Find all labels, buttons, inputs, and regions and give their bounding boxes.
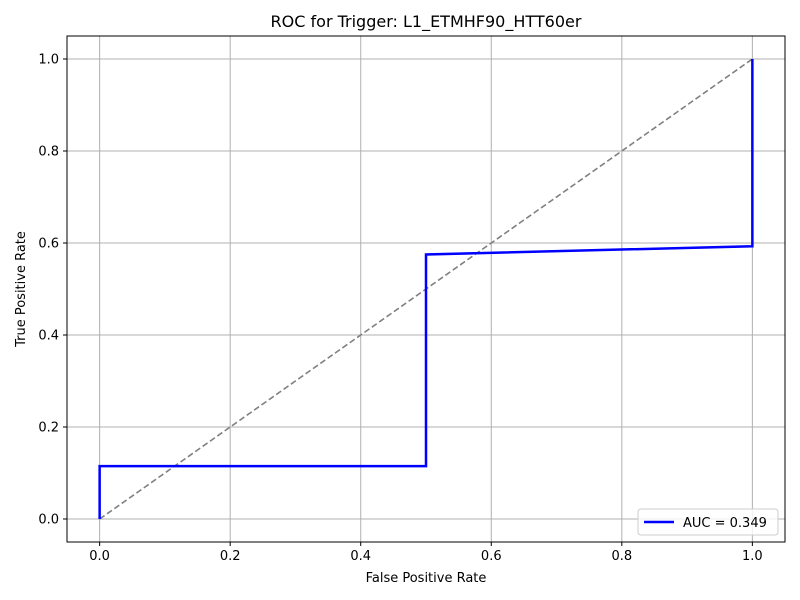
y-tick-label: 0.4 [38, 329, 59, 344]
x-tick-label: 0.6 [481, 549, 502, 564]
legend-box [637, 508, 779, 536]
x-tick-label: 0.4 [350, 549, 371, 564]
plot-area [98, 58, 754, 520]
y-tick-label: 0.0 [38, 513, 59, 528]
y-tick-label: 0.6 [38, 237, 59, 252]
x-tick-label: 0.8 [611, 549, 632, 564]
y-axis-label: True Positive Rate [14, 231, 29, 348]
y-ticks: 0.0 0.2 0.4 0.6 0.8 1.0 [38, 53, 67, 528]
x-axis-label: False Positive Rate [366, 571, 487, 586]
y-tick-label: 0.2 [38, 421, 59, 436]
plot-frame [66, 35, 786, 543]
x-ticks: 0.0 0.2 0.4 0.6 0.8 1.0 [89, 542, 763, 564]
roc-curve-line [98, 59, 754, 519]
x-tick-label: 0.0 [89, 549, 110, 564]
y-tick-label: 0.8 [38, 145, 59, 160]
y-tick-label: 1.0 [38, 53, 59, 68]
x-tick-label: 1.0 [742, 549, 763, 564]
legend: AUC = 0.349 [637, 508, 779, 536]
legend-label: AUC = 0.349 [683, 516, 767, 531]
x-tick-label: 0.2 [220, 549, 241, 564]
chart-title: ROC for Trigger: L1_ETMHF90_HTT60er [271, 12, 582, 32]
